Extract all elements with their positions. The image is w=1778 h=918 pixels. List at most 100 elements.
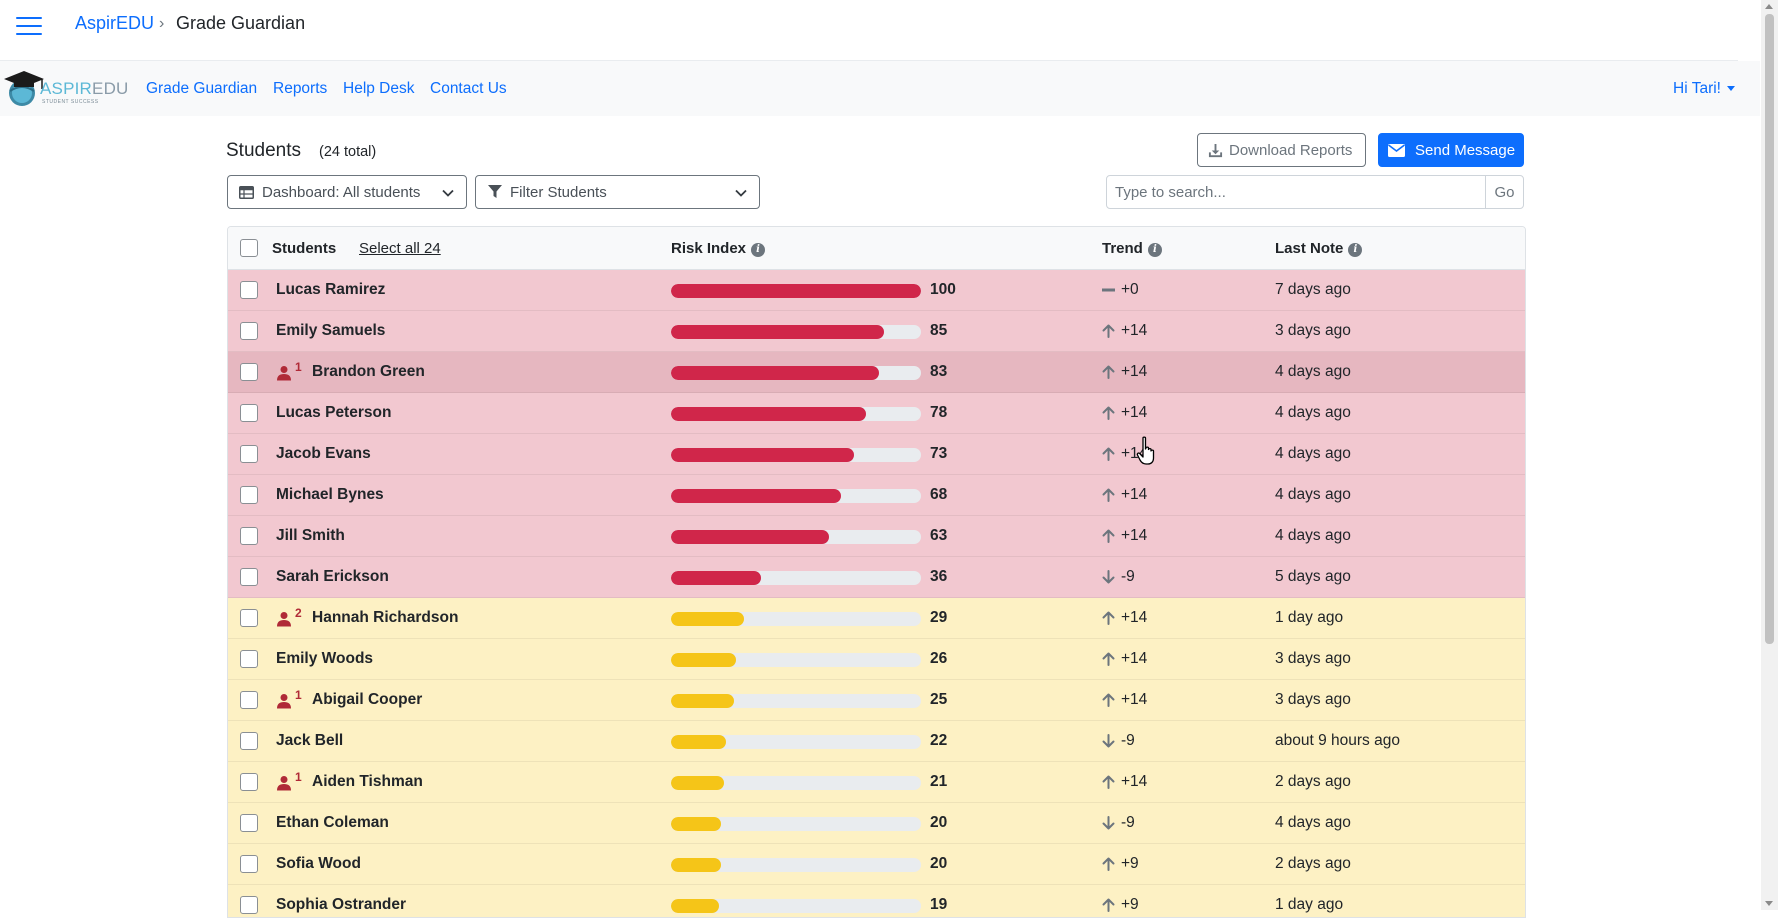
search-go-button[interactable]: Go bbox=[1485, 175, 1524, 209]
aspiredu-logo[interactable]: ASPIREDU STUDENT SUCCESS bbox=[2, 67, 128, 109]
student-name-link[interactable]: Ethan Coleman bbox=[276, 814, 389, 831]
row-checkbox[interactable] bbox=[240, 732, 258, 750]
scroll-up-arrow-icon[interactable] bbox=[1765, 4, 1773, 9]
table-row[interactable]: Jacob Evans 73 +14 4 days ago bbox=[228, 434, 1525, 475]
table-row[interactable]: Michael Bynes 68 +14 4 days ago bbox=[228, 475, 1525, 516]
breadcrumb-home-link[interactable]: AspirEDU bbox=[75, 13, 155, 33]
student-name-link[interactable]: Sophia Ostrander bbox=[276, 896, 407, 913]
download-reports-button[interactable]: Download Reports bbox=[1197, 133, 1366, 167]
table-row[interactable]: Jill Smith 63 +14 4 days ago bbox=[228, 516, 1525, 557]
row-checkbox[interactable] bbox=[240, 363, 258, 381]
breadcrumb-separator-icon: › bbox=[159, 15, 165, 32]
dashboard-select[interactable]: Dashboard: All students bbox=[227, 175, 467, 209]
row-checkbox[interactable] bbox=[240, 691, 258, 709]
table-row[interactable]: Sofia Wood 20 +9 2 days ago bbox=[228, 844, 1525, 885]
nav-contact-us[interactable]: Contact Us bbox=[430, 80, 507, 97]
filter-students-select[interactable]: Filter Students bbox=[475, 175, 760, 209]
row-checkbox[interactable] bbox=[240, 896, 258, 914]
row-checkbox[interactable] bbox=[240, 486, 258, 504]
student-name-link[interactable]: Jacob Evans bbox=[276, 445, 371, 462]
row-checkbox[interactable] bbox=[240, 322, 258, 340]
nav-grade-guardian[interactable]: Grade Guardian bbox=[146, 80, 258, 97]
risk-bar-fill bbox=[671, 653, 736, 667]
row-checkbox[interactable] bbox=[240, 527, 258, 545]
download-icon bbox=[1208, 143, 1223, 157]
scroll-down-arrow-icon[interactable] bbox=[1765, 901, 1773, 906]
table-row[interactable]: Lucas Ramirez 100 +0 7 days ago bbox=[228, 270, 1525, 311]
risk-value: 26 bbox=[930, 650, 948, 667]
person-flag-icon bbox=[277, 776, 291, 791]
scrollbar-thumb[interactable] bbox=[1765, 14, 1774, 644]
table-row[interactable]: Jack Bell 22 -9 about 9 hours ago bbox=[228, 721, 1525, 762]
table-row[interactable]: 1 Abigail Cooper 25 +14 3 days ago bbox=[228, 680, 1525, 721]
risk-value: 73 bbox=[930, 445, 948, 462]
table-row[interactable]: Ethan Coleman 20 -9 4 days ago bbox=[228, 803, 1525, 844]
student-name-link[interactable]: Abigail Cooper bbox=[312, 691, 423, 708]
send-message-button[interactable]: Send Message bbox=[1378, 133, 1524, 167]
select-all-link[interactable]: Select all 24 bbox=[359, 240, 441, 257]
row-checkbox[interactable] bbox=[240, 650, 258, 668]
risk-bar-fill bbox=[671, 899, 719, 913]
referral-flag[interactable]: 2 bbox=[276, 606, 306, 628]
trend-cell: +14 bbox=[1102, 609, 1147, 627]
row-checkbox[interactable] bbox=[240, 568, 258, 586]
user-menu-dropdown[interactable]: Hi Tari! bbox=[1673, 80, 1735, 98]
table-row[interactable]: Sarah Erickson 36 -9 5 days ago bbox=[228, 557, 1525, 598]
student-name-link[interactable]: Sofia Wood bbox=[276, 855, 361, 872]
student-name-link[interactable]: Sarah Erickson bbox=[276, 568, 389, 585]
trend-value: -9 bbox=[1121, 732, 1135, 749]
hamburger-menu-icon[interactable] bbox=[16, 16, 42, 36]
table-row[interactable]: Emily Woods 26 +14 3 days ago bbox=[228, 639, 1525, 680]
student-count: (24 total) bbox=[319, 144, 377, 160]
person-flag-icon bbox=[277, 694, 291, 709]
risk-bar-fill bbox=[671, 612, 744, 626]
student-name-link[interactable]: Emily Samuels bbox=[276, 322, 386, 339]
risk-bar-fill bbox=[671, 776, 724, 790]
referral-flag[interactable]: 1 bbox=[276, 770, 306, 792]
referral-flag[interactable]: 1 bbox=[276, 360, 306, 382]
student-name-link[interactable]: Emily Woods bbox=[276, 650, 374, 667]
nav-help-desk[interactable]: Help Desk bbox=[343, 80, 415, 97]
arrow-up-icon bbox=[1102, 406, 1115, 420]
risk-bar bbox=[671, 858, 921, 872]
table-row[interactable]: 1 Brandon Green 83 +14 4 days ago bbox=[228, 352, 1525, 393]
info-icon[interactable]: i bbox=[1147, 243, 1162, 257]
row-checkbox[interactable] bbox=[240, 773, 258, 791]
info-icon[interactable]: i bbox=[1348, 243, 1363, 257]
student-name-link[interactable]: Aiden Tishman bbox=[312, 773, 423, 790]
referral-flag[interactable]: 1 bbox=[276, 688, 306, 710]
risk-bar bbox=[671, 735, 921, 749]
student-name-link[interactable]: Jack Bell bbox=[276, 732, 344, 749]
trend-cell: -9 bbox=[1102, 732, 1135, 750]
table-row[interactable]: Emily Samuels 85 +14 3 days ago bbox=[228, 311, 1525, 352]
risk-value: 20 bbox=[930, 814, 948, 831]
table-row[interactable]: Lucas Peterson 78 +14 4 days ago bbox=[228, 393, 1525, 434]
row-checkbox[interactable] bbox=[240, 814, 258, 832]
row-checkbox[interactable] bbox=[240, 609, 258, 627]
column-header-trend: Trend i bbox=[1102, 240, 1162, 257]
nav-reports[interactable]: Reports bbox=[273, 80, 328, 97]
row-checkbox[interactable] bbox=[240, 445, 258, 463]
student-name-link[interactable]: Michael Bynes bbox=[276, 486, 384, 503]
table-row[interactable]: 2 Hannah Richardson 29 +14 1 day ago bbox=[228, 598, 1525, 639]
row-checkbox[interactable] bbox=[240, 855, 258, 873]
trend-value: -9 bbox=[1121, 814, 1135, 831]
risk-value: 83 bbox=[930, 363, 948, 380]
student-name-link[interactable]: Jill Smith bbox=[276, 527, 345, 544]
row-checkbox[interactable] bbox=[240, 404, 258, 422]
select-all-checkbox[interactable] bbox=[240, 239, 258, 257]
risk-bar bbox=[671, 325, 921, 339]
last-note: 2 days ago bbox=[1275, 855, 1351, 872]
table-row[interactable]: Sophia Ostrander 19 +9 1 day ago bbox=[228, 885, 1525, 917]
page-scrollbar[interactable] bbox=[1761, 0, 1778, 910]
student-name-link[interactable]: Lucas Peterson bbox=[276, 404, 392, 421]
table-row[interactable]: 1 Aiden Tishman 21 +14 2 days ago bbox=[228, 762, 1525, 803]
trend-cell: +14 bbox=[1102, 363, 1147, 381]
info-icon[interactable]: i bbox=[751, 243, 766, 257]
student-name-link[interactable]: Lucas Ramirez bbox=[276, 281, 386, 298]
row-checkbox[interactable] bbox=[240, 281, 258, 299]
trend-value: +14 bbox=[1121, 691, 1148, 708]
search-input[interactable] bbox=[1106, 175, 1486, 209]
student-name-link[interactable]: Hannah Richardson bbox=[312, 609, 459, 626]
student-name-link[interactable]: Brandon Green bbox=[312, 363, 425, 380]
